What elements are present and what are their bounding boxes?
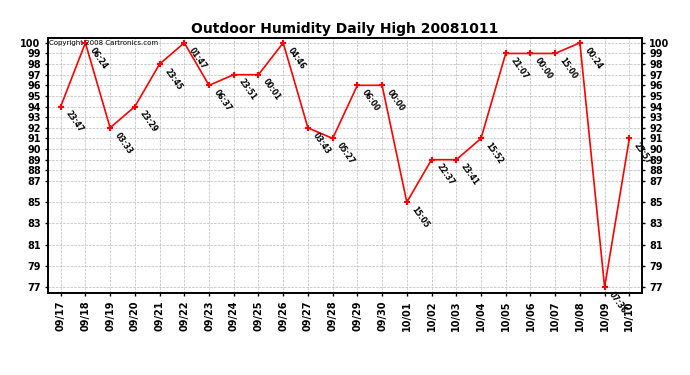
Text: 05:27: 05:27 xyxy=(335,141,357,166)
Text: 04:46: 04:46 xyxy=(286,46,307,70)
Text: 22:37: 22:37 xyxy=(434,162,455,188)
Text: 23:41: 23:41 xyxy=(459,162,480,188)
Text: 00:00: 00:00 xyxy=(385,88,406,113)
Text: Copyright 2008 Cartronics.com: Copyright 2008 Cartronics.com xyxy=(50,40,159,46)
Title: Outdoor Humidity Daily High 20081011: Outdoor Humidity Daily High 20081011 xyxy=(191,22,499,36)
Text: 06:00: 06:00 xyxy=(360,88,382,113)
Text: 23:29: 23:29 xyxy=(137,110,159,134)
Text: 21:07: 21:07 xyxy=(509,56,530,81)
Text: 07:36: 07:36 xyxy=(607,290,629,315)
Text: 06:24: 06:24 xyxy=(88,46,110,70)
Text: 00:24: 00:24 xyxy=(582,46,604,70)
Text: 15:00: 15:00 xyxy=(558,56,579,81)
Text: 00:01: 00:01 xyxy=(262,78,282,102)
Text: 15:52: 15:52 xyxy=(484,141,505,166)
Text: 23:47: 23:47 xyxy=(63,110,85,134)
Text: 23:45: 23:45 xyxy=(162,67,184,92)
Text: 01:47: 01:47 xyxy=(187,46,208,70)
Text: 15:05: 15:05 xyxy=(410,205,431,230)
Text: 00:00: 00:00 xyxy=(533,56,555,81)
Text: 23:51: 23:51 xyxy=(237,78,257,102)
Text: 23:57: 23:57 xyxy=(632,141,653,166)
Text: 03:43: 03:43 xyxy=(310,130,332,156)
Text: 03:33: 03:33 xyxy=(113,130,134,156)
Text: 06:37: 06:37 xyxy=(212,88,233,113)
